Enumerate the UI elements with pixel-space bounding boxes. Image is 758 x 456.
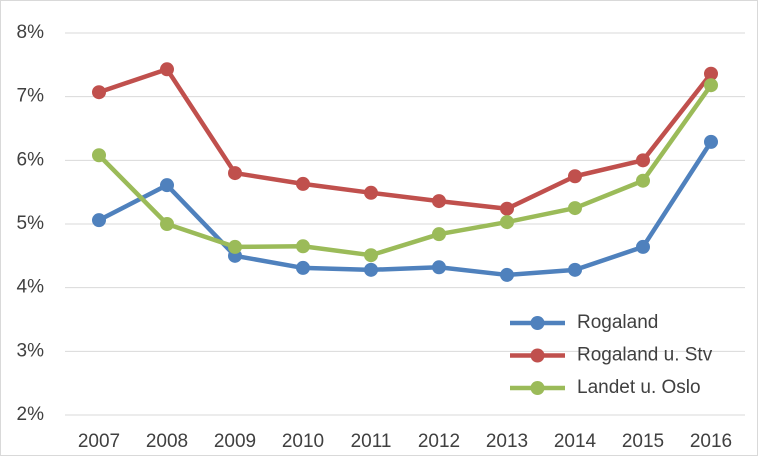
data-point <box>636 239 650 254</box>
x-tick-label: 2009 <box>214 431 256 452</box>
legend-marker <box>530 348 545 363</box>
data-point <box>160 178 174 193</box>
data-point <box>364 185 378 200</box>
data-point <box>296 176 310 191</box>
y-tick-label: 5% <box>17 213 45 234</box>
data-point <box>500 215 514 230</box>
data-point <box>432 227 446 242</box>
y-tick-label: 3% <box>17 340 45 361</box>
data-point <box>92 213 106 228</box>
series-line <box>98 67 713 211</box>
x-tick-label: 2012 <box>418 431 460 452</box>
data-point <box>228 166 242 181</box>
data-point <box>92 85 106 100</box>
data-point <box>636 173 650 188</box>
legend-label: Rogaland <box>577 312 658 333</box>
data-point <box>500 267 514 282</box>
data-point <box>92 148 106 163</box>
y-tick-label: 6% <box>17 149 45 170</box>
legend-marker <box>530 381 545 395</box>
x-tick-label: 2011 <box>351 431 392 452</box>
data-point <box>432 260 446 275</box>
series-line <box>97 83 713 258</box>
data-point <box>364 262 378 277</box>
x-tick-label: 2010 <box>282 431 324 452</box>
data-point <box>704 66 718 81</box>
y-tick-label: 4% <box>17 277 45 298</box>
data-point <box>432 194 446 209</box>
data-point <box>228 239 242 254</box>
grid: 2% 3% 4% 5% 6% 7% 8% 2007 2008 2009 2010 2011 2012 20… <box>17 22 745 452</box>
data-point <box>160 217 174 231</box>
x-tick-label: 2016 <box>690 431 732 452</box>
legend-label: Rogaland u. Stv <box>577 345 713 366</box>
data-point <box>568 262 582 277</box>
legend-marker <box>530 316 545 330</box>
data-point <box>500 201 514 216</box>
data-point <box>636 153 650 168</box>
data-point <box>568 169 582 184</box>
series-line <box>97 140 713 278</box>
y-tick-label: 7% <box>17 86 45 107</box>
data-point <box>568 201 582 216</box>
data-point <box>160 62 174 77</box>
x-tick-label: 2015 <box>622 431 664 452</box>
legend: Rogaland Rogaland u. Stv Landet u. Oslo <box>510 312 713 398</box>
x-tick-label: 2013 <box>486 431 528 452</box>
data-point <box>296 239 310 254</box>
x-tick-label: 2014 <box>554 431 597 452</box>
plot <box>92 62 718 282</box>
data-point <box>296 260 310 275</box>
data-point <box>704 78 718 93</box>
x-tick-label: 2008 <box>146 431 188 452</box>
y-tick-label: 8% <box>17 22 45 43</box>
x-tick-label: 2007 <box>78 431 120 452</box>
data-point <box>364 248 378 263</box>
data-point <box>704 134 718 149</box>
y-tick-label: 2% <box>17 404 45 425</box>
legend-label: Landet u. Oslo <box>577 377 701 398</box>
